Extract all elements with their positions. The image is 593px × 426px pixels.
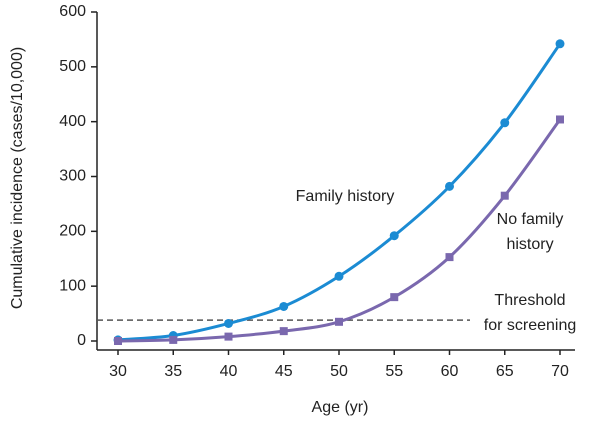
x-tick-label: 60 xyxy=(441,363,459,380)
x-tick-label: 55 xyxy=(385,363,403,380)
y-tick-label: 600 xyxy=(59,3,86,20)
y-tick-label: 0 xyxy=(77,332,86,349)
data-point xyxy=(556,115,564,124)
data-point xyxy=(335,317,343,326)
series-label: No family xyxy=(497,211,564,228)
data-point xyxy=(389,231,399,241)
y-tick-label: 500 xyxy=(59,58,86,75)
threshold-label: for screening xyxy=(484,317,577,334)
data-point xyxy=(500,118,510,128)
series-label: Family history xyxy=(296,188,395,205)
series-label: history xyxy=(506,236,553,253)
y-tick-label: 400 xyxy=(59,113,86,130)
data-point xyxy=(224,318,233,328)
x-tick-label: 70 xyxy=(551,363,569,380)
data-point xyxy=(279,327,288,336)
x-axis-label: Age (yr) xyxy=(312,399,369,416)
data-point xyxy=(555,39,565,49)
data-point xyxy=(224,332,233,341)
x-tick-label: 50 xyxy=(330,363,348,380)
data-point xyxy=(169,335,178,344)
data-point xyxy=(500,191,509,200)
x-tick-label: 30 xyxy=(109,363,127,380)
data-point xyxy=(334,271,344,281)
data-point xyxy=(390,293,399,302)
x-tick-label: 35 xyxy=(164,363,182,380)
data-point xyxy=(445,253,454,262)
y-axis-label: Cumulative incidence (cases/10,000) xyxy=(9,47,26,309)
x-tick-label: 45 xyxy=(275,363,293,380)
y-tick-label: 100 xyxy=(59,277,86,294)
y-tick-label: 200 xyxy=(59,223,86,240)
data-point xyxy=(445,181,454,191)
x-tick-label: 65 xyxy=(496,363,514,380)
series-line xyxy=(117,42,562,342)
y-tick-label: 300 xyxy=(59,168,86,185)
threshold-label: Threshold xyxy=(494,292,565,309)
x-tick-label: 40 xyxy=(220,363,238,380)
data-point xyxy=(279,301,289,311)
series-line xyxy=(117,118,562,343)
data-point xyxy=(114,337,122,345)
